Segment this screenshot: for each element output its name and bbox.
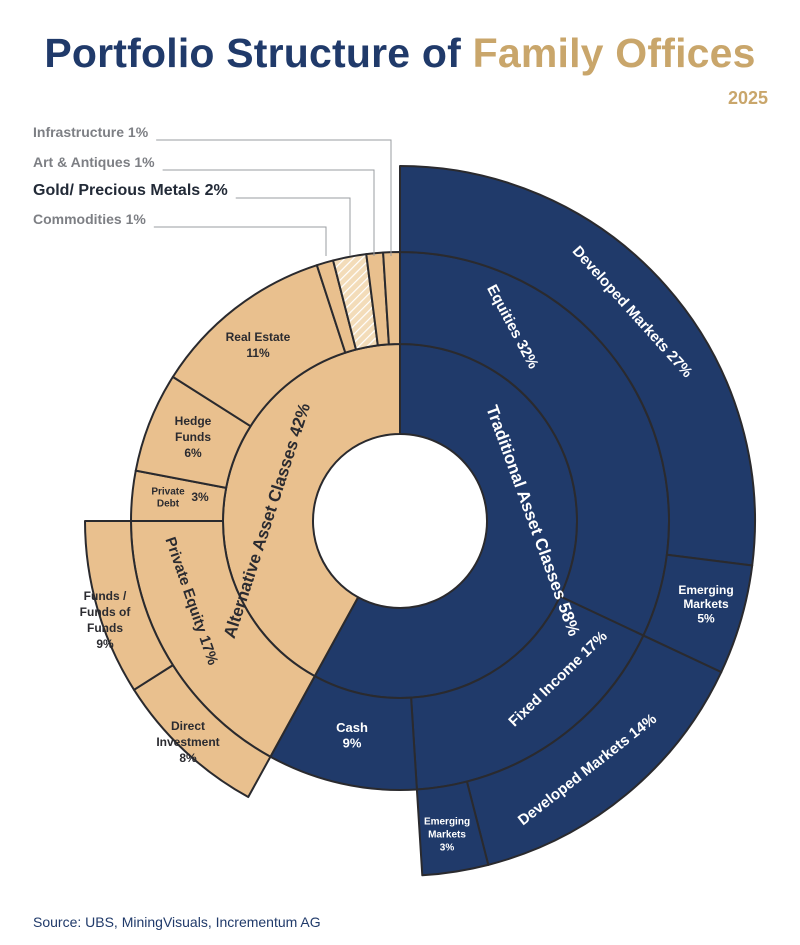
label-private-debt-value: 3% bbox=[191, 490, 209, 504]
callout-leader-art-antiques bbox=[162, 169, 375, 256]
callout-gold-precious-metals: Gold/ Precious Metals 2% bbox=[33, 182, 228, 199]
callout-leader-infrastructure bbox=[156, 139, 392, 256]
source-note: Source: UBS, MiningVisuals, Incrementum … bbox=[33, 914, 321, 930]
callout-commodities: Commodities 1% bbox=[33, 211, 146, 227]
callout-leader-gold-precious-metals bbox=[235, 197, 351, 256]
callout-art-antiques: Art & Antiques 1% bbox=[33, 154, 155, 170]
label-private-debt: Private Debt bbox=[151, 487, 185, 510]
title-main: Portfolio Structure of bbox=[44, 30, 473, 76]
title-accent: Family Offices bbox=[472, 30, 756, 76]
label-real-estate: Real Estate 11% bbox=[226, 330, 291, 360]
label-hedge-funds: Hedge Funds 6% bbox=[175, 414, 212, 460]
callout-leader-commodities bbox=[153, 226, 327, 256]
segment-fixed-income-emerging-markets bbox=[415, 780, 490, 877]
label-emerging-markets-equities: Emerging Markets 5% bbox=[678, 583, 733, 626]
label-emerging-markets-fixed-income: Emerging Markets 3% bbox=[424, 817, 470, 854]
label-direct-investment: Direct Investment 8% bbox=[156, 719, 219, 765]
segment-equities-developed-markets bbox=[399, 165, 756, 567]
chart-title: Portfolio Structure of Family Offices bbox=[0, 30, 800, 77]
label-cash: Cash 9% bbox=[336, 720, 368, 751]
segment-infrastructure bbox=[382, 251, 401, 346]
year-label: 2025 bbox=[727, 88, 768, 108]
label-funds-of-funds: Funds / Funds of Funds 9% bbox=[80, 589, 132, 651]
callout-infrastructure: Infrastructure 1% bbox=[33, 124, 149, 140]
segment-private-equity-funds-funds-of-funds bbox=[84, 520, 174, 691]
